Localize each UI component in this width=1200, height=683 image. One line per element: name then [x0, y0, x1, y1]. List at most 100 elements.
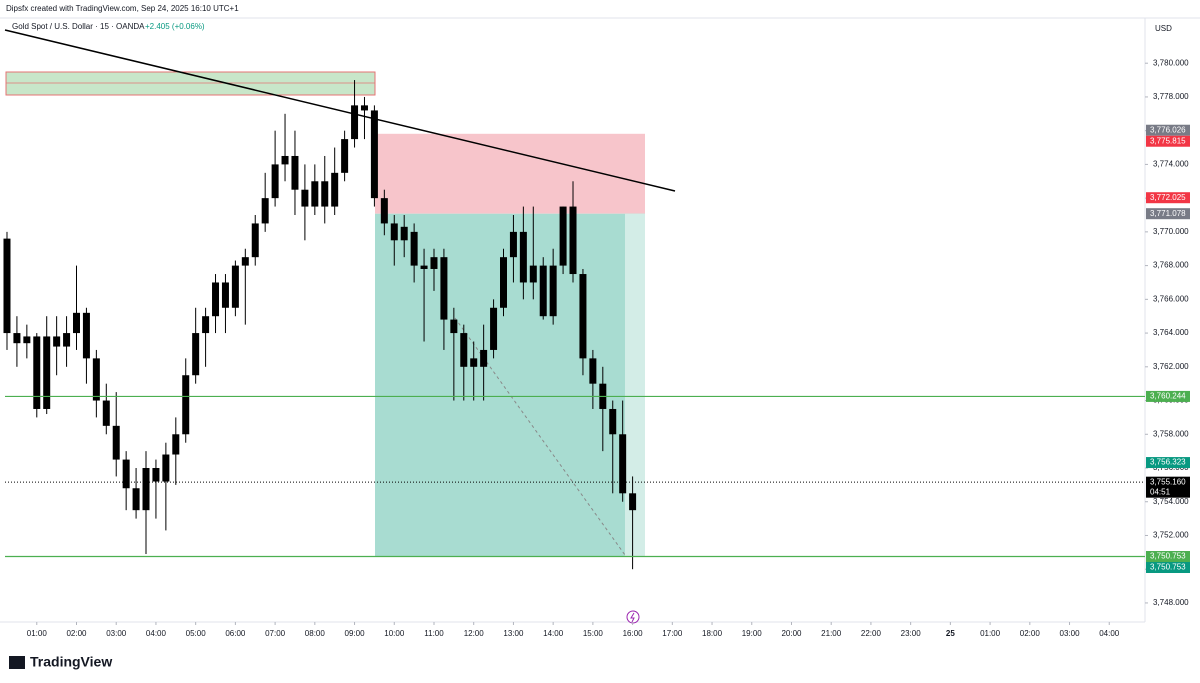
y-unit: USD: [1155, 24, 1172, 33]
price-label: 3,771.078: [1150, 209, 1186, 218]
candle-body: [202, 316, 210, 334]
x-tick-label: 03:00: [106, 629, 127, 638]
brand-name: TradingView: [30, 654, 112, 670]
candle-body: [43, 336, 51, 409]
price-label-box: [1146, 390, 1190, 402]
x-tick-label: 04:00: [1099, 629, 1120, 638]
candle-body: [221, 282, 229, 308]
candle-body: [182, 375, 190, 435]
candle-body: [122, 459, 130, 489]
price-label-box: [1146, 551, 1190, 563]
candle-body: [430, 257, 438, 269]
candle-body: [500, 257, 508, 308]
candle-body: [569, 206, 577, 275]
x-tick-label: 21:00: [821, 629, 842, 638]
price-label: 3,756.323: [1150, 458, 1186, 467]
candle-body: [152, 468, 160, 482]
candle-body: [3, 238, 11, 334]
y-tick-label: 3,770.000: [1153, 227, 1189, 236]
y-tick-label: 3,748.000: [1153, 598, 1189, 607]
event-bolt: [630, 612, 635, 623]
candle-body: [321, 181, 329, 207]
price-label-box: [1146, 192, 1190, 204]
x-tick-label: 02:00: [1020, 629, 1041, 638]
candle-body: [629, 493, 637, 511]
y-tick-label: 3,768.000: [1153, 261, 1189, 270]
candle-body: [410, 231, 418, 266]
candle-body: [579, 274, 587, 359]
x-tick-label: 01:00: [27, 629, 48, 638]
candle-body: [370, 110, 378, 199]
candle-body: [380, 198, 388, 224]
trend-line: [4, 29, 676, 192]
y-tick-label: 3,766.000: [1153, 294, 1189, 303]
candle-body: [192, 333, 200, 376]
candle-body: [72, 312, 80, 334]
candle-body: [589, 358, 597, 384]
y-tick-label: 3,758.000: [1153, 429, 1189, 438]
event-icon: [626, 610, 640, 624]
candle-body: [529, 265, 537, 283]
y-tick-label: 3,754.000: [1153, 497, 1189, 506]
candle-body: [390, 223, 398, 241]
candle-body: [291, 155, 299, 190]
target-zone-pending: [625, 213, 645, 557]
price-label-box: [1146, 562, 1190, 574]
price-label-box: [1146, 457, 1190, 469]
candle-body: [400, 226, 408, 241]
x-tick-label: 18:00: [702, 629, 723, 638]
candle-body: [112, 425, 120, 460]
candle-body: [132, 488, 140, 511]
candle-body: [559, 206, 567, 266]
y-tick-label: 3,780.000: [1153, 58, 1189, 67]
price-label-box: [1146, 124, 1190, 136]
x-tick-label: 06:00: [225, 629, 246, 638]
candle-body: [102, 400, 110, 426]
price-label: 3,760.244: [1150, 392, 1186, 401]
candle-body: [420, 265, 428, 269]
candle-body: [301, 189, 309, 207]
y-tick-label: 3,764.000: [1153, 328, 1189, 337]
x-tick-label: 25: [946, 629, 955, 638]
x-tick-label: 14:00: [543, 629, 564, 638]
candle-body: [619, 434, 627, 494]
x-tick-label: 07:00: [265, 629, 286, 638]
x-tick-label: 11:00: [424, 629, 444, 638]
x-tick-label: 23:00: [901, 629, 922, 638]
candle-body: [162, 454, 170, 482]
x-tick-label: 19:00: [742, 629, 763, 638]
x-tick-label: 22:00: [861, 629, 882, 638]
candle-body: [539, 265, 547, 317]
x-tick-label: 15:00: [583, 629, 604, 638]
price-label: 3,776.026: [1150, 125, 1186, 134]
x-tick-label: 03:00: [1060, 629, 1081, 638]
candle-body: [53, 336, 61, 347]
price-label-box: [1146, 208, 1190, 220]
candle-body: [172, 434, 180, 455]
candle-body: [470, 358, 478, 367]
candle-body: [212, 282, 220, 317]
candle-body: [63, 333, 71, 347]
y-tick-label: 3,752.000: [1153, 531, 1189, 540]
candle-body: [271, 164, 279, 199]
candle-body: [241, 257, 249, 266]
candle-body: [460, 333, 468, 367]
candle-body: [281, 155, 289, 165]
price-change: +2.405 (+0.06%): [145, 22, 205, 31]
price-label: 3,755.160: [1150, 477, 1186, 486]
x-tick-label: 09:00: [345, 629, 366, 638]
price-label: 3,750.753: [1150, 563, 1186, 572]
candle-body: [440, 257, 448, 320]
x-tick-label: 01:00: [980, 629, 1001, 638]
x-tick-label: 12:00: [464, 629, 485, 638]
candle-body: [609, 408, 617, 435]
price-label: 3,772.025: [1150, 193, 1186, 202]
x-tick-label: 08:00: [305, 629, 326, 638]
x-tick-label: 02:00: [66, 629, 87, 638]
candle-body: [311, 181, 319, 207]
candle-body: [509, 231, 517, 258]
candle-body: [231, 265, 239, 308]
candle-body: [33, 336, 41, 409]
countdown: 04:51: [1150, 487, 1171, 496]
